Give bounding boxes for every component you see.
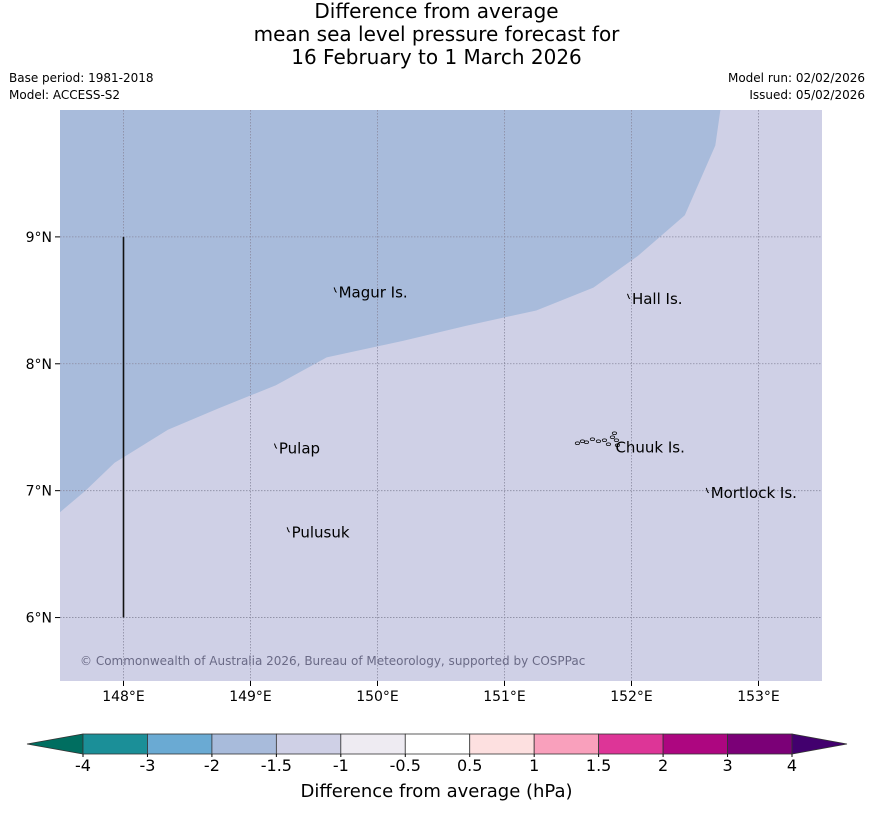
colorbar-bin (82, 733, 148, 755)
colorbar-tick-label: -3 (139, 756, 155, 775)
colorbar-tick-label: -0.5 (390, 756, 421, 775)
base-period-text: Base period: 1981-2018 (9, 71, 154, 85)
colorbar-bin (147, 733, 213, 755)
meta-right: Model run: 02/02/2026 Issued: 05/02/2026 (728, 70, 865, 104)
lon-tick-label: 152°E (610, 689, 653, 705)
title-line-3: 16 February to 1 March 2026 (291, 45, 582, 69)
island-mark (605, 442, 612, 447)
region-darker (60, 110, 721, 513)
island-mark (705, 487, 710, 494)
island-mark (574, 441, 581, 446)
colorbar-bin (533, 733, 600, 755)
colorbar-tick-label: 0.5 (457, 756, 482, 775)
colorbar-tick-label: 2 (658, 756, 668, 775)
colorbar-tick-label: -1 (333, 756, 349, 775)
island-mark (589, 437, 596, 442)
colorbar-bin (727, 733, 793, 755)
island-mark (273, 443, 278, 449)
lon-tick-label: 149°E (229, 689, 272, 705)
title-line-2: mean sea level pressure forecast for (253, 22, 620, 46)
place-label: Magur Is. (339, 283, 408, 301)
colorbar-bin (598, 733, 664, 755)
colorbar-bin (404, 733, 471, 755)
island-mark (626, 293, 631, 300)
colorbar-bin (662, 733, 728, 755)
lon-tick-label: 150°E (356, 689, 399, 705)
copyright-text: © Commonwealth of Australia 2026, Bureau… (80, 654, 585, 668)
colorbar-tick-label: 1.5 (586, 756, 611, 775)
island-mark (333, 287, 337, 293)
lon-tick-label: 153°E (737, 689, 780, 705)
meta-left: Base period: 1981-2018 Model: ACCESS-S2 (9, 70, 154, 104)
lat-tick-label: 6°N (26, 611, 52, 627)
lon-tick-label: 151°E (483, 689, 526, 705)
island-chuuk (574, 431, 621, 448)
colorbar-tick-label: 4 (787, 756, 797, 775)
colorbar-bin (211, 733, 277, 755)
model-run-text: Model run: 02/02/2026 (727, 71, 865, 85)
title-line-1: Difference from average (314, 0, 559, 23)
colorbar-low-extend (26, 733, 84, 755)
colorbar-bin (469, 733, 535, 755)
lon-tick-label: 148°E (102, 689, 145, 705)
model-text: Model: ACCESS-S2 (9, 88, 121, 102)
issued-text: Issued: 05/02/2026 (749, 88, 865, 102)
lat-tick-label: 8°N (26, 357, 52, 373)
colorbar-tick-label: 3 (722, 756, 732, 775)
island-mark (583, 440, 590, 445)
island-mark (609, 435, 616, 440)
colorbar-high-extend (791, 733, 848, 755)
colorbar-tick-label: -2 (204, 756, 220, 775)
lat-tick-label: 9°N (26, 230, 52, 246)
colorbar-title: Difference from average (hPa) (300, 781, 573, 802)
island-mark (611, 431, 618, 436)
place-label: Pulusuk (292, 523, 350, 541)
island-mark (614, 443, 621, 448)
colorbar-tick-label: 1 (529, 756, 539, 775)
colorbar-tick-label: -1.5 (261, 756, 292, 775)
lat-tick-label: 7°N (26, 484, 52, 500)
colorbar-tick-label: -4 (75, 756, 91, 775)
place-label: Hall Is. (632, 290, 683, 308)
place-label: Mortlock Is. (711, 484, 797, 502)
place-label: Pulap (279, 440, 320, 458)
colorbar-bin (275, 733, 342, 755)
colorbar-bin (340, 733, 406, 755)
island-mark (286, 527, 290, 533)
island-mark (595, 439, 602, 444)
island-mark (601, 438, 608, 443)
map-title: Difference from average mean sea level p… (0, 0, 873, 69)
island-mark (613, 438, 620, 443)
place-label: Chuuk Is. (615, 438, 684, 456)
